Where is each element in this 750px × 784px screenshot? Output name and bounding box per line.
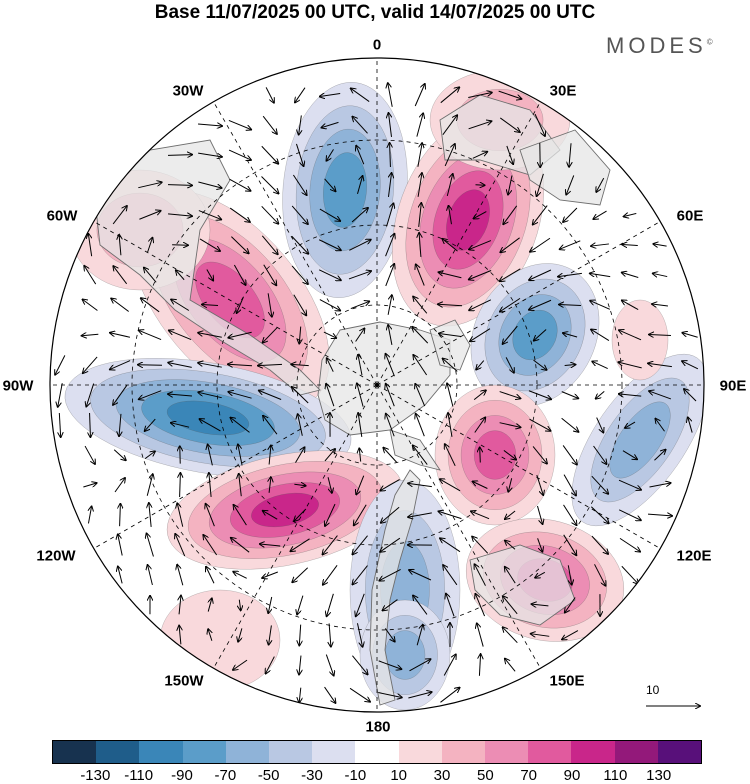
- colorbar-tick-label: -70: [214, 767, 236, 784]
- map-disc: [37, 45, 734, 730]
- colorbar-segment: [226, 741, 269, 763]
- lon-label-60e: 60E: [677, 208, 704, 225]
- lon-label-150e: 150E: [549, 673, 584, 690]
- lon-label-60w: 60W: [47, 208, 78, 225]
- lon-label-0: 0: [373, 37, 381, 54]
- colorbar-segment: [615, 741, 658, 763]
- colorbar-tick-label: 50: [477, 767, 494, 784]
- colorbar: [52, 740, 702, 764]
- positive-anomaly: [612, 300, 668, 380]
- colorbar-tick-label: 70: [520, 767, 537, 784]
- pole-marker: [375, 383, 379, 387]
- lon-label-120w: 120W: [36, 548, 75, 565]
- colorbar-tick-label: 10: [390, 767, 407, 784]
- colorbar-segment: [442, 741, 485, 763]
- colorbar-segment: [183, 741, 226, 763]
- lon-label-30w: 30W: [173, 83, 204, 100]
- colorbar-tick-label: -130: [80, 767, 110, 784]
- colorbar-tick-label: -110: [124, 767, 153, 784]
- colorbar-segment: [269, 741, 312, 763]
- lon-label-30e: 30E: [550, 83, 577, 100]
- colorbar-tick-label: -10: [344, 767, 366, 784]
- colorbar-tick-label: 130: [646, 767, 671, 784]
- wind-arrow: [480, 447, 481, 462]
- colorbar-tick-label: -30: [301, 767, 323, 784]
- colorbar-tick-label: 90: [564, 767, 581, 784]
- lon-label-120e: 120E: [676, 548, 711, 565]
- colorbar-tick-label: 110: [603, 767, 627, 784]
- colorbar-segment: [485, 741, 528, 763]
- reference-vector-label: 10: [646, 683, 659, 697]
- colorbar-segment: [399, 741, 442, 763]
- lon-label-90e: 90E: [720, 378, 747, 395]
- colorbar-segment: [139, 741, 182, 763]
- colorbar-tick-label: 30: [434, 767, 451, 784]
- colorbar-tick-label: -90: [171, 767, 193, 784]
- colorbar-segment: [658, 741, 701, 763]
- lon-label-90w: 90W: [3, 378, 34, 395]
- colorbar-tick-label: -50: [258, 767, 280, 784]
- colorbar-segment: [96, 741, 139, 763]
- colorbar-segment: [528, 741, 571, 763]
- lon-label-150w: 150W: [164, 673, 203, 690]
- colorbar-segment: [53, 741, 96, 763]
- lon-label-180: 180: [365, 719, 390, 736]
- wind-arrow: [138, 365, 162, 366]
- colorbar-segment: [355, 741, 398, 763]
- colorbar-segment: [571, 741, 614, 763]
- colorbar-segment: [312, 741, 355, 763]
- colorbar-labels: -130 -110 -90 -70 -50 -30 -10 10 30 50 70 90 110 130: [0, 767, 750, 783]
- wind-arrow: [475, 185, 484, 186]
